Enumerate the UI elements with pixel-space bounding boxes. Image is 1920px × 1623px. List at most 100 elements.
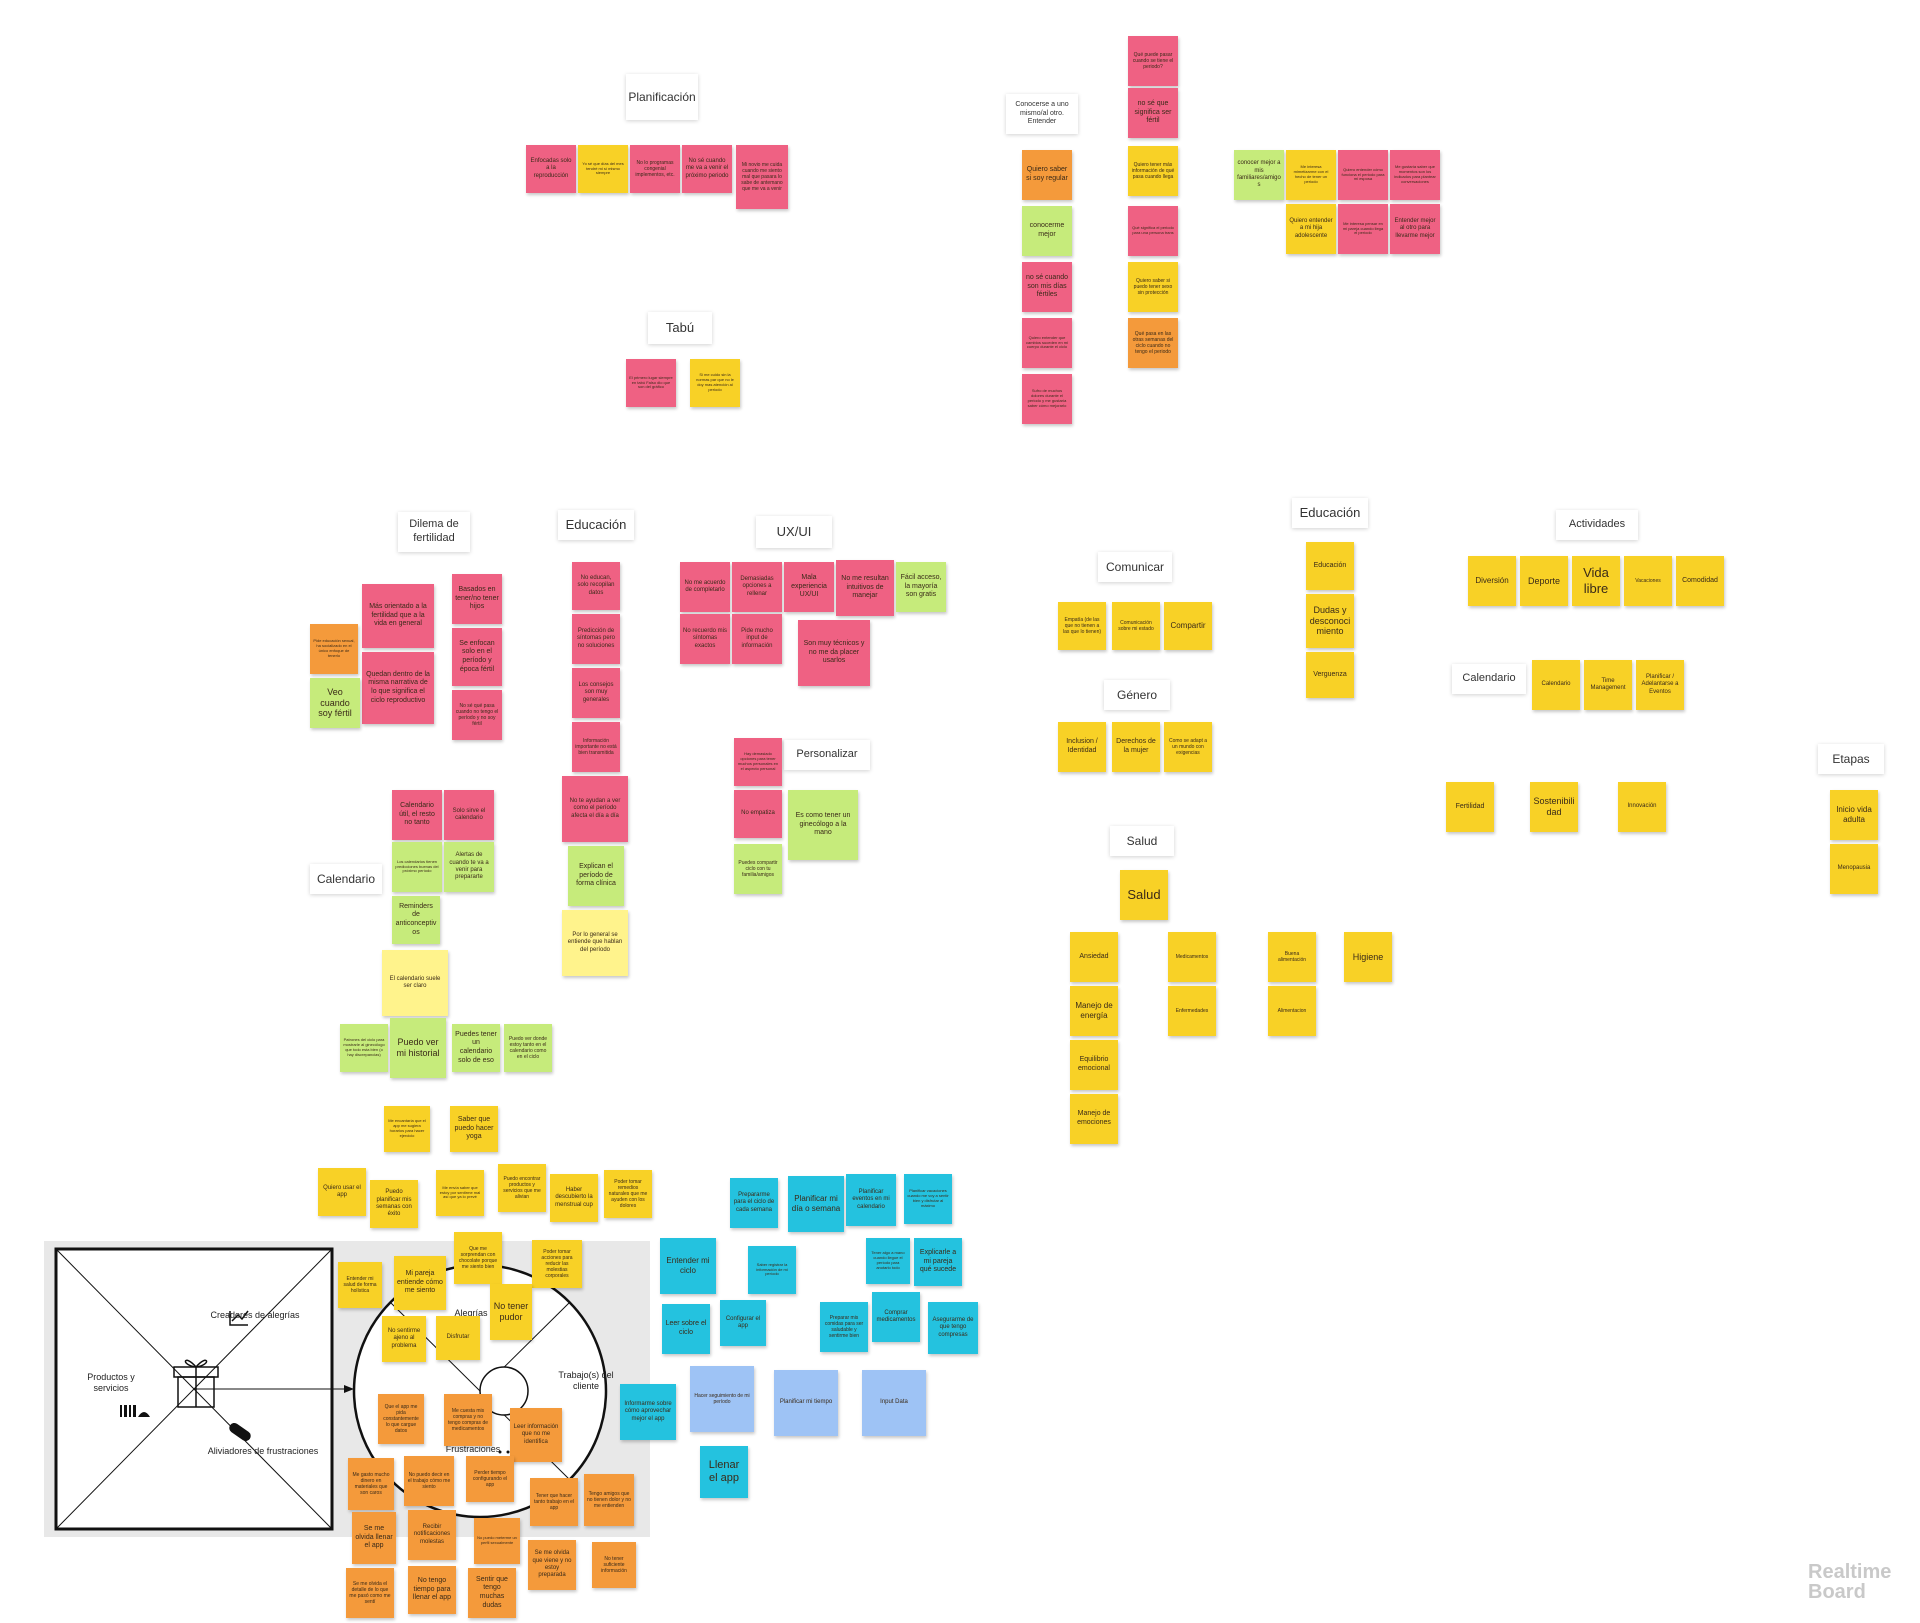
sticky-note[interactable]: Enfocadas solo a la reproducción [526, 145, 576, 193]
sticky-note[interactable]: Por lo general se entiende que hablan de… [562, 910, 628, 976]
section-title-conocerse[interactable]: Conocerse a uno mismo/al otro. Entender [1006, 94, 1078, 134]
sticky-note[interactable]: No lo programas congenial implementos, e… [630, 145, 680, 193]
sticky-note[interactable]: No puedo decir en el trabajo cómo me sie… [404, 1456, 454, 1506]
sticky-note[interactable]: Los calendarios tienen predicciones buen… [392, 842, 442, 892]
sticky-note[interactable]: Vida libre [1572, 556, 1620, 606]
sticky-note[interactable]: Solo sirve el calendario [444, 790, 494, 840]
sticky-note[interactable]: no sé que significa ser fértil [1128, 88, 1178, 138]
sticky-note[interactable]: Información importante no está bien tran… [572, 722, 620, 772]
sticky-note[interactable]: Alimentacion [1268, 986, 1316, 1036]
section-title-etapas[interactable]: Etapas [1818, 744, 1884, 774]
sticky-note[interactable]: Planificar mi día o semana [788, 1176, 844, 1232]
sticky-note[interactable]: Planificar mi tiempo [774, 1370, 838, 1436]
sticky-note[interactable]: Inicio vida adulta [1830, 790, 1878, 840]
sticky-note[interactable]: Se enfocan solo en el período y época fé… [452, 628, 502, 686]
sticky-note[interactable]: conocerme mejor [1022, 206, 1072, 256]
sticky-note[interactable]: Saber registrar la información de mi per… [748, 1246, 796, 1294]
section-title-personalizar[interactable]: Personalizar [784, 740, 870, 770]
sticky-note[interactable]: Mi pareja entiende cómo me siento [394, 1256, 446, 1310]
sticky-note[interactable]: Quiero saber si soy regular [1022, 150, 1072, 200]
section-title-dilema[interactable]: Dilema de fertilidad [398, 512, 470, 552]
sticky-note[interactable]: No me resultan intuitivos de manejar [836, 560, 894, 616]
sticky-note[interactable]: Quedan dentro de la misma narrativa de l… [362, 652, 434, 724]
sticky-note[interactable]: No sentirme ajeno al problema [382, 1316, 426, 1362]
sticky-note[interactable]: Si me cuido sin la normas par que no le … [690, 359, 740, 407]
sticky-note[interactable]: Puedes tener un calendario solo de eso [452, 1024, 500, 1072]
sticky-note[interactable]: Comunicación sobre mi estado [1112, 602, 1160, 650]
sticky-note[interactable]: Enfermedades [1168, 986, 1216, 1036]
sticky-note[interactable]: Tener que hacer tanto trabajo en el app [530, 1478, 578, 1526]
sticky-note[interactable]: Puedo ver mi historial [390, 1018, 446, 1078]
sticky-note[interactable]: El primero lugar siempre en tabú Falso d… [626, 359, 676, 407]
sticky-note[interactable]: Pide mucho input de información [732, 614, 782, 664]
sticky-note[interactable]: No tengo tiempo para llenar el app [408, 1566, 456, 1614]
sticky-note[interactable]: Fertilidad [1446, 782, 1494, 832]
sticky-note[interactable]: Se me olvida llenar el app [352, 1512, 396, 1564]
sticky-note[interactable]: Mi novio me cuida cuando me siento mal q… [736, 145, 788, 209]
sticky-note[interactable]: Tener algo a mano cuando llegue el perío… [866, 1238, 910, 1284]
sticky-note[interactable]: Calendario [1532, 660, 1580, 710]
sticky-note[interactable]: No puedo meterme un perfil sexualmente [474, 1518, 520, 1564]
sticky-note[interactable]: Quiero entender cómo funciona el periodo… [1338, 150, 1388, 200]
sticky-note[interactable]: Higiene [1344, 932, 1392, 982]
section-title-comunicar[interactable]: Comunicar [1098, 552, 1172, 582]
sticky-note[interactable]: Inclusion / Identidad [1058, 722, 1106, 772]
sticky-note[interactable]: Quiero saber si puedo tener sexo sin pro… [1128, 262, 1178, 312]
sticky-note[interactable]: Deporte [1520, 556, 1568, 606]
sticky-note[interactable]: Quiero entender que cambios suceden en m… [1022, 318, 1072, 368]
sticky-note[interactable]: Alertas de cuando te va a venir para pre… [444, 842, 494, 892]
sticky-note[interactable]: Disfrutar [436, 1316, 480, 1360]
sticky-note[interactable]: Veo cuando soy fértil [310, 678, 360, 728]
sticky-note[interactable]: Qué significa el periodo para una person… [1128, 206, 1178, 256]
sticky-note[interactable]: Entender mi salud de forma holística [338, 1262, 382, 1308]
sticky-note[interactable]: Sostenibilidad [1530, 782, 1578, 832]
sticky-note[interactable]: Diversión [1468, 556, 1516, 606]
sticky-note[interactable]: Innovación [1618, 782, 1666, 832]
sticky-note[interactable]: No tener suficiente información [592, 1542, 636, 1588]
sticky-note[interactable]: Calendario útil, el resto no tanto [392, 790, 442, 840]
sticky-note[interactable]: Basados en tener/no tener hijos [452, 574, 502, 624]
sticky-note[interactable]: Entender mi ciclo [660, 1238, 716, 1294]
sticky-note[interactable]: Fácil acceso, la mayoría son gratis [896, 562, 946, 612]
sticky-note[interactable]: Es como tener un ginecólogo a la mano [788, 790, 858, 860]
sticky-note[interactable]: Qué puede pasar cuando se tiene el perio… [1128, 36, 1178, 86]
sticky-note[interactable]: Demasiadas opciones a rellenar [732, 562, 782, 612]
sticky-note[interactable]: Poder tomar acciones para reducir las mo… [532, 1240, 582, 1288]
sticky-note[interactable]: Se me olvida que viene y no estoy prepar… [528, 1540, 576, 1590]
section-title-educacion-right[interactable]: Educación [1292, 498, 1368, 528]
sticky-note[interactable]: Educación [1306, 542, 1354, 590]
sticky-note[interactable]: Input Data [862, 1370, 926, 1436]
sticky-note[interactable]: No sé cuando me va a venir el próximo pe… [682, 145, 732, 193]
section-title-educacion-left[interactable]: Educación [558, 510, 634, 540]
sticky-note[interactable]: Perder tiempo configurando el app [466, 1456, 514, 1502]
sticky-note[interactable]: Quiero tener más información de qué pasa… [1128, 146, 1178, 196]
sticky-note[interactable]: conocer mejor a mis familiares/amigos [1234, 150, 1284, 200]
sticky-note[interactable]: Poder tomar remedios naturales que me ay… [604, 1170, 652, 1218]
sticky-note[interactable]: Qué pasa en las otras semanas del ciclo … [1128, 318, 1178, 368]
sticky-note[interactable]: Sentir que tengo muchas dudas [468, 1568, 516, 1618]
sticky-note[interactable]: No educan, solo recopilan datos [572, 562, 620, 610]
sticky-note[interactable]: Me gasto mucho dinero en materiales que … [348, 1458, 394, 1510]
sticky-note[interactable]: Me interesa pensar en mi pareja cuando l… [1338, 204, 1388, 254]
sticky-note[interactable]: Puedo ver donde estoy tanto en el calend… [504, 1024, 552, 1072]
sticky-note[interactable]: Puedo planificar mis semanas con éxito [370, 1180, 418, 1228]
section-title-planificacion[interactable]: Planificación [626, 74, 698, 120]
sticky-note[interactable]: Planificar vacaciones cuando me voy a se… [904, 1174, 952, 1224]
sticky-note[interactable]: No te ayudan a ver como el período afect… [562, 776, 628, 842]
sticky-note[interactable]: Asegurarme de que tengo compresas [928, 1302, 978, 1354]
section-title-genero[interactable]: Género [1104, 680, 1170, 710]
sticky-note[interactable]: Más orientado a la fertilidad que a la v… [362, 584, 434, 648]
sticky-note[interactable]: Entender mejor al otro para llevarme mej… [1390, 204, 1440, 254]
section-title-uxui[interactable]: UX/UI [756, 516, 832, 548]
sticky-note[interactable]: Vacaciones [1624, 556, 1672, 606]
sticky-note[interactable]: Comodidad [1676, 556, 1724, 606]
sticky-note[interactable]: Hay demasiado opciones para tener muchos… [734, 738, 782, 786]
sticky-note[interactable]: Time Management [1584, 660, 1632, 710]
sticky-note[interactable]: Sufro de muchos dolores durante el perio… [1022, 374, 1072, 424]
sticky-note[interactable]: Buena alimentación [1268, 932, 1316, 982]
sticky-note[interactable]: Dudas y desconocimiento [1306, 594, 1354, 648]
sticky-note[interactable]: Haber descubierto la menstrual cup [550, 1174, 598, 1222]
sticky-note[interactable]: Ansiedad [1070, 932, 1118, 982]
sticky-note[interactable]: Menopausia [1830, 844, 1878, 894]
sticky-note[interactable]: Que el app me pida constantemente lo que… [378, 1394, 424, 1444]
